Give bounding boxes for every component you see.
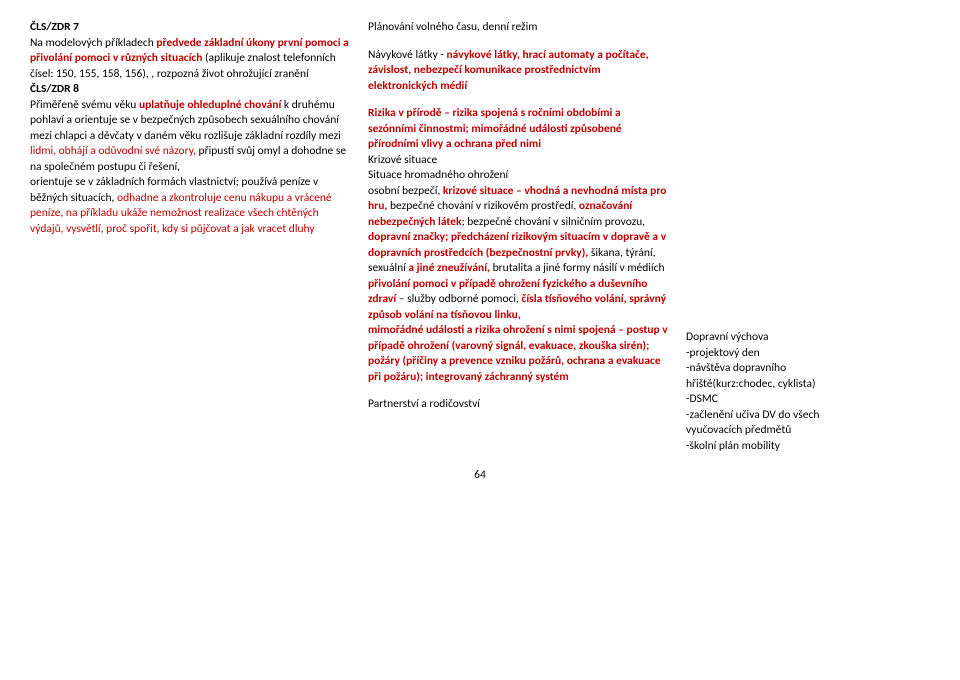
line: Situace hromadného ohrožení [368, 168, 668, 184]
text-red-bold: Rizika v přírodě – rizika spojená s ročn… [368, 106, 622, 151]
text: Na modelových příkladech [30, 36, 156, 50]
paragraph-ownership: orientuje se v základních formách vlastn… [30, 175, 350, 237]
line: Krizové situace [368, 153, 668, 169]
block-addictive: Návykové látky - návykové látky, hrací a… [368, 48, 668, 95]
block-nature-risks: Rizika v přírodě – rizika spojená s ročn… [368, 106, 668, 153]
text: brutalita a jiné formy násilí v médiích [490, 261, 665, 275]
block-extraordinary: mimořádné události a rizika ohrožení s n… [368, 323, 668, 385]
heading-zdr7: ČLS/ZDR 7 [30, 20, 350, 36]
text: Návykové látky - [368, 48, 447, 62]
text: bezpečné chování v rizikovém prostředí, [387, 199, 578, 213]
paragraph-zdr8: Přiměřeně svému věku uplatňuje ohledupln… [30, 98, 350, 176]
paragraph-zdr7: Na modelových příkladech předvede základ… [30, 36, 350, 83]
text-red-bold: uplatňuje ohleduplné chování [139, 98, 281, 112]
spacer [686, 20, 846, 330]
column-right: Dopravní výchova -projektový den -návště… [686, 20, 846, 454]
text: Přiměřeně svému věku [30, 98, 139, 112]
text-red-bold: mimořádné události a rizika ohrožení s n… [368, 323, 668, 384]
text: – služby odborné pomoci, [396, 292, 521, 306]
line: -DSMC [686, 392, 846, 408]
text: ; bezpečné chování v silničním provozu, [462, 215, 645, 229]
line: -projektový den [686, 346, 846, 362]
text-red-bold: a jiné zneužívání, [408, 261, 490, 275]
column-left: ČLS/ZDR 7 Na modelových příkladech předv… [30, 20, 350, 454]
text: osobní bezpečí, [368, 184, 443, 198]
column-middle: Plánování volného času, denní režim Návy… [368, 20, 668, 454]
line-partnership: Partnerství a rodičovství [368, 397, 668, 413]
line: -začlenění učiva DV do všech vyučovacích… [686, 408, 846, 439]
main-columns: ČLS/ZDR 7 Na modelových příkladech předv… [30, 20, 930, 454]
page-number: 64 [30, 468, 930, 484]
line: -návštěva dopravního hřiště(kurz:chodec,… [686, 361, 846, 392]
block-emergency: přivolání pomoci v případě ohrožení fyzi… [368, 277, 668, 324]
text-red: lidmi, obhájí a odůvodní své názory, [30, 144, 196, 158]
line: -školní plán mobility [686, 439, 846, 455]
block-safety: osobní bezpečí, krizové situace – vhodná… [368, 184, 668, 277]
line: Dopravní výchova [686, 330, 846, 346]
heading-zdr8: ČLS/ZDR 8 [30, 82, 350, 98]
line: Plánování volného času, denní režim [368, 20, 668, 36]
